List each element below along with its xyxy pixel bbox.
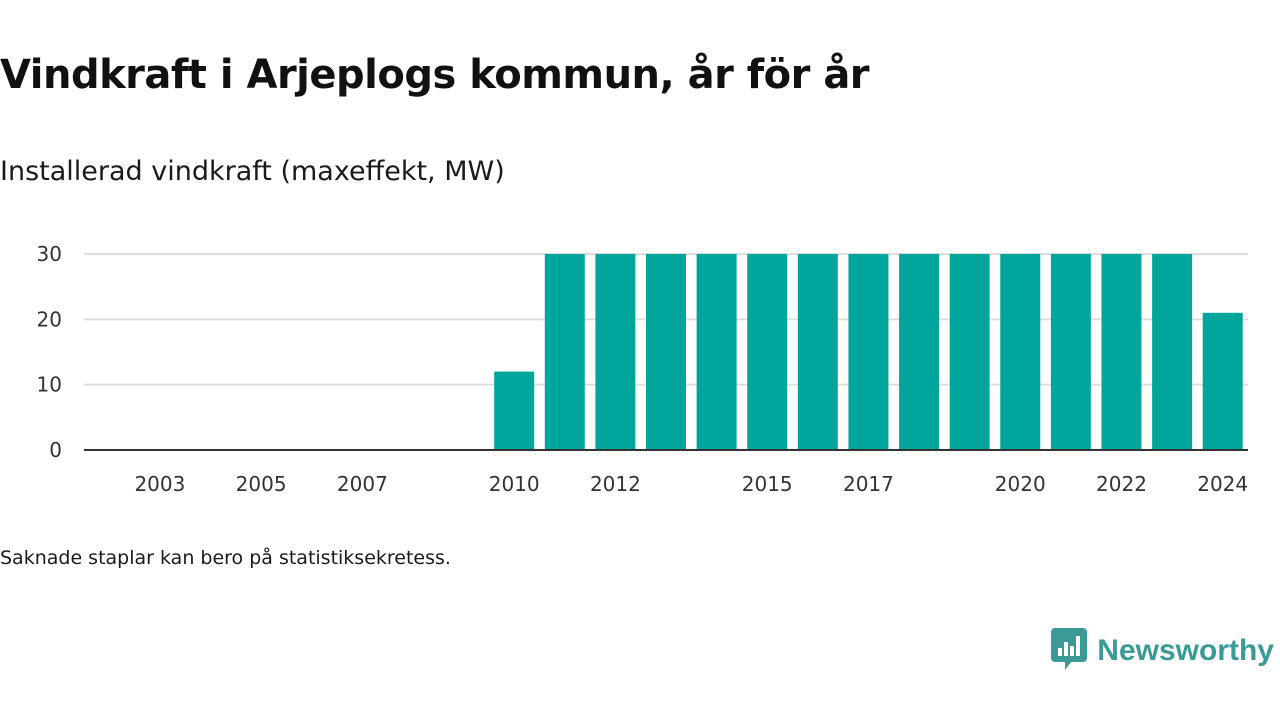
y-tick-label: 0	[49, 438, 62, 462]
bar-2018	[899, 254, 940, 450]
bar-2013	[646, 254, 686, 450]
bar-2024	[1202, 312, 1243, 450]
bar-chart: 0 10 20 30 2003 2005 2007 2010 2012 2015 2017 2020 2…	[37, 242, 1249, 496]
x-tick-label: 2012	[590, 472, 641, 496]
bar-2017	[848, 254, 889, 450]
y-tick-label: 30	[37, 242, 62, 266]
bar-2014	[696, 254, 737, 450]
axes: 0 10 20 30 2003 2005 2007 2010 2012 2015 2017 2020 2…	[37, 242, 1249, 496]
bar-2020	[1000, 254, 1041, 450]
bars	[494, 254, 1243, 450]
x-tick-label: 2024	[1197, 472, 1248, 496]
x-tick-label: 2010	[489, 472, 540, 496]
footnote: Saknade staplar kan bero på statistiksek…	[0, 547, 451, 569]
bar-2011	[544, 254, 585, 450]
brand-logo: Newsworthy	[1051, 628, 1274, 674]
x-tick-label: 2007	[337, 472, 388, 496]
chart-title: Vindkraft i Arjeplogs kommun, år för år	[0, 52, 870, 98]
bar-2015	[747, 254, 788, 450]
bar-2021	[1050, 254, 1091, 450]
x-tick-label: 2020	[995, 472, 1046, 496]
brand-name: Newsworthy	[1097, 634, 1274, 667]
y-tick-label: 10	[37, 373, 62, 397]
bar-2010	[494, 371, 535, 450]
x-tick-label: 2003	[134, 472, 185, 496]
x-tick-label: 2022	[1096, 472, 1147, 496]
bar-2023	[1152, 254, 1193, 450]
chart-subtitle: Installerad vindkraft (maxeffekt, MW)	[0, 156, 505, 187]
bar-2022	[1101, 254, 1142, 450]
bar-2019	[949, 254, 990, 450]
x-tick-label: 2005	[236, 472, 287, 496]
x-tick-label: 2015	[742, 472, 793, 496]
x-tick-label: 2017	[843, 472, 894, 496]
bar-2016	[797, 254, 838, 450]
bar-2012	[595, 254, 636, 450]
y-tick-label: 20	[37, 307, 62, 331]
newsworthy-logo-icon	[1051, 628, 1088, 674]
